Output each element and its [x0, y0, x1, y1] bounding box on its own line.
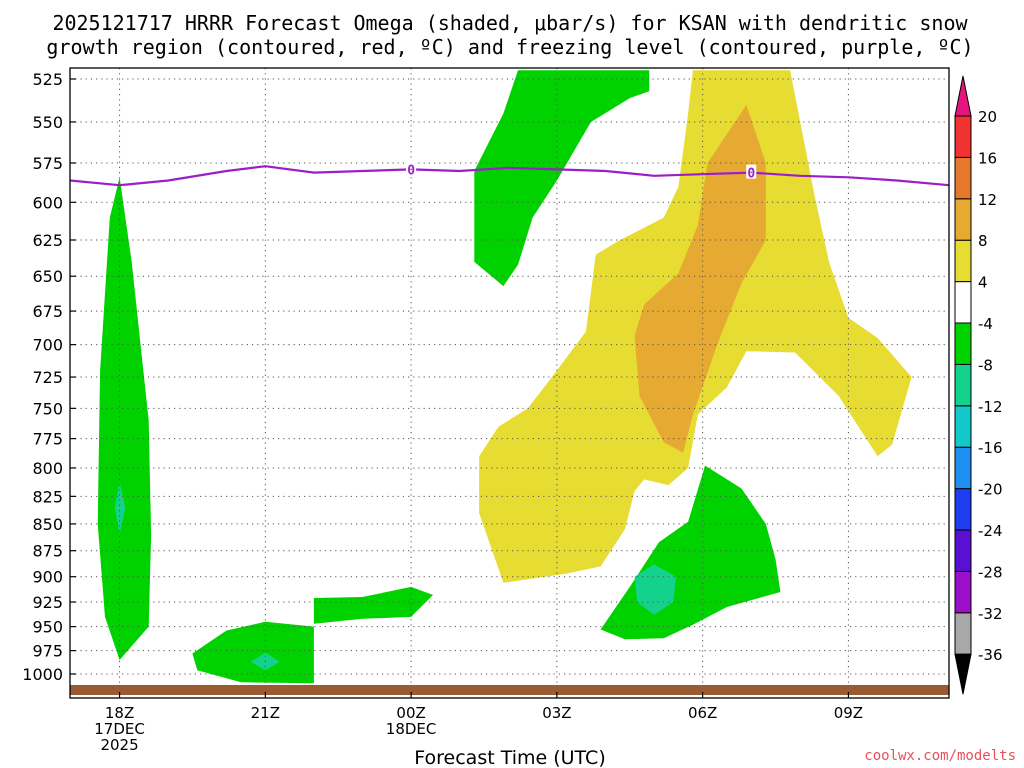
colorbar-box [954, 529, 972, 572]
y-tick-label: 800 [32, 459, 63, 478]
colorbar-label: 8 [978, 232, 988, 250]
x-tick-label: 18DEC [386, 720, 437, 738]
y-tick-label: 700 [32, 336, 63, 355]
chart-title-line2: growth region (contoured, red, ºC) and f… [46, 35, 973, 59]
x-tick-label: 03Z [542, 704, 571, 722]
colorbar-label: 16 [978, 149, 997, 167]
x-tick-label: 06Z [688, 704, 717, 722]
omega-region-minus4-18z [97, 177, 152, 661]
colorbar-label: 12 [978, 191, 997, 209]
colorbar-box [954, 239, 972, 283]
x-tick-label: 18Z [105, 704, 134, 722]
colorbar-box [954, 612, 972, 655]
colorbar-label: -24 [978, 522, 1003, 540]
y-tick-label: 600 [32, 193, 63, 212]
website-credit: coolwx.com/modelts [864, 748, 1016, 764]
omega-region-minus8-18z [114, 481, 126, 535]
y-tick-label: 925 [32, 593, 63, 612]
freezing-label-bg-1 [746, 164, 757, 179]
x-tick-label: 21Z [251, 704, 280, 722]
colorbar-label: 20 [978, 108, 997, 126]
y-tick-label: 775 [32, 430, 63, 449]
colorbar-bottom-arrow [954, 653, 972, 695]
colorbar-label: -20 [978, 481, 1003, 499]
y-tick-label: 850 [32, 515, 63, 534]
x-tick-label: 17DEC [94, 720, 145, 738]
colorbar-label: -4 [978, 315, 993, 333]
colorbar-box [954, 570, 972, 614]
omega-region-minus4-2330z [313, 586, 433, 624]
colorbar-label: 4 [978, 274, 988, 292]
omega-shaded-regions [97, 70, 912, 684]
colorbar-box [954, 446, 972, 490]
y-tick-label: 625 [32, 231, 63, 250]
plot-frame [69, 67, 950, 699]
omega-colorbar: -36 -32 -28 -24 -20 -16 -12 -8 -4 4 8 12 16 20 [954, 75, 1003, 695]
y-tick-label: 900 [32, 568, 63, 587]
colorbar-label: -32 [978, 605, 1003, 623]
y-tick-label: 675 [32, 302, 63, 321]
colorbar-box [954, 322, 972, 365]
y-axis-pressure-ticks: 525 550 575 600 625 650 675 700 725 750 775 800 825 8… [22, 70, 76, 684]
colorbar-label: -36 [978, 646, 1003, 664]
chart-title-line1: 2025121717 HRRR Forecast Omega (shaded, … [52, 11, 968, 35]
y-tick-label: 650 [32, 267, 63, 286]
colorbar-label: -28 [978, 563, 1003, 581]
freezing-level-label: 0 [747, 167, 755, 182]
dotted-grid [70, 68, 949, 698]
x-axis-label: Forecast Time (UTC) [414, 747, 605, 768]
colorbar-box [954, 363, 972, 407]
colorbar-box [954, 488, 972, 531]
colorbar-label: -12 [978, 398, 1003, 416]
colorbar-top-arrow [954, 75, 972, 117]
freezing-level-label: 0 [407, 163, 415, 178]
y-tick-label: 975 [32, 642, 63, 661]
colorbar-box [954, 115, 972, 158]
colorbar-label: -8 [978, 356, 993, 374]
freezing-level-line [70, 165, 949, 187]
y-tick-label: 575 [32, 154, 63, 173]
colorbar-box [954, 156, 972, 200]
colorbar-box [954, 405, 972, 448]
omega-region-minus8-05z [634, 564, 676, 615]
colorbar-box [954, 198, 972, 241]
freezing-label-bg-0 [406, 161, 417, 176]
omega-region-minus4-02z [474, 70, 650, 287]
y-tick-label: 950 [32, 618, 63, 637]
x-tick-label: 09Z [834, 704, 863, 722]
omega-region-plus8-06z [634, 105, 766, 453]
omega-region-minus4-21z [192, 621, 314, 684]
y-tick-label: 825 [32, 487, 63, 506]
y-tick-label: 1000 [22, 665, 63, 684]
y-tick-label: 550 [32, 113, 63, 132]
colorbar-box [954, 281, 972, 324]
x-tick-label: 00Z [396, 704, 425, 722]
colorbar-label: -16 [978, 439, 1003, 457]
y-tick-label: 875 [32, 542, 63, 561]
terrain-surface [70, 685, 949, 695]
y-tick-label: 750 [32, 399, 63, 418]
y-tick-label: 525 [32, 70, 63, 89]
x-tick-label: 2025 [100, 736, 138, 754]
y-tick-label: 725 [32, 368, 63, 387]
